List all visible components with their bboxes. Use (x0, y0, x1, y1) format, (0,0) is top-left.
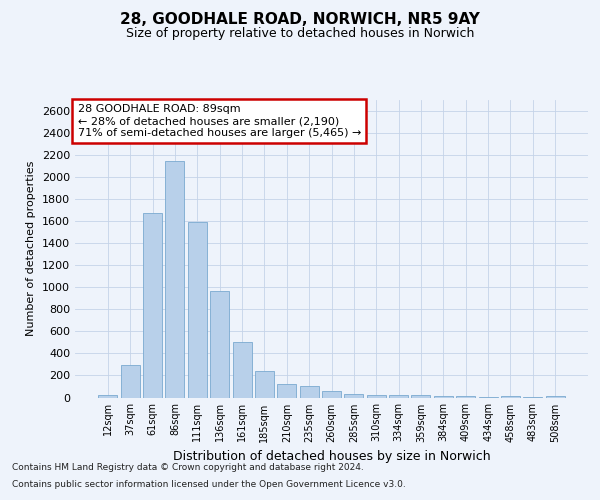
Bar (166, 160, 184, 398)
X-axis label: Distribution of detached houses by size in Norwich: Distribution of detached houses by size … (173, 450, 490, 463)
Text: Size of property relative to detached houses in Norwich: Size of property relative to detached ho… (126, 28, 474, 40)
Text: Contains public sector information licensed under the Open Government Licence v3: Contains public sector information licen… (12, 480, 406, 489)
Bar (121, 365, 140, 398)
Bar (143, 214, 162, 398)
Bar (523, 397, 542, 398)
Bar (501, 396, 520, 398)
Bar (389, 396, 408, 398)
Bar (344, 394, 364, 398)
Bar (210, 290, 229, 398)
Bar (277, 384, 296, 398)
Bar (233, 342, 251, 398)
Bar (456, 396, 475, 398)
Text: 28 GOODHALE ROAD: 89sqm
← 28% of detached houses are smaller (2,190)
71% of semi: 28 GOODHALE ROAD: 89sqm ← 28% of detache… (77, 104, 361, 138)
Bar (434, 396, 453, 398)
Bar (367, 394, 386, 398)
Bar (299, 386, 319, 398)
Text: 28, GOODHALE ROAD, NORWICH, NR5 9AY: 28, GOODHALE ROAD, NORWICH, NR5 9AY (120, 12, 480, 28)
Y-axis label: Number of detached properties: Number of detached properties (26, 161, 37, 336)
Bar (188, 222, 207, 398)
Bar (322, 392, 341, 398)
Bar (255, 370, 274, 398)
Bar (545, 396, 565, 398)
Bar (98, 396, 118, 398)
Text: Contains HM Land Registry data © Crown copyright and database right 2024.: Contains HM Land Registry data © Crown c… (12, 464, 364, 472)
Bar (412, 396, 430, 398)
Bar (479, 396, 497, 398)
